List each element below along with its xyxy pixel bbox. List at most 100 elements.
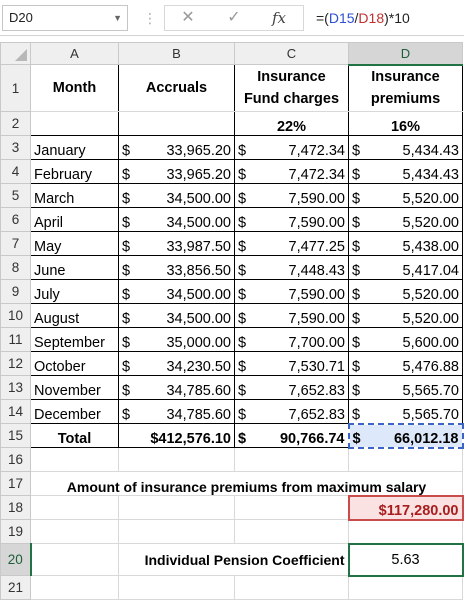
cell-c19[interactable] bbox=[234, 519, 349, 544]
fund-charges-cell[interactable]: $7,590.00 bbox=[234, 207, 349, 232]
cancel-icon[interactable]: ✕ bbox=[181, 9, 195, 26]
row-header[interactable]: 5 bbox=[0, 183, 31, 208]
fund-charges-cell[interactable]: $7,472.34 bbox=[234, 159, 349, 184]
month-cell[interactable]: September bbox=[30, 327, 119, 352]
max-salary-label[interactable]: Amount of insurance premiums from maximu… bbox=[30, 471, 463, 496]
cell-a18[interactable] bbox=[30, 495, 119, 520]
cell-b21[interactable] bbox=[118, 575, 235, 600]
fund-charges-cell[interactable]: $7,590.00 bbox=[234, 279, 349, 304]
premium-rate-cell[interactable]: 16% bbox=[348, 111, 463, 136]
premium-cell[interactable]: $5,434.43 bbox=[348, 159, 463, 184]
enter-check-icon[interactable]: ✓ bbox=[227, 9, 241, 26]
cell-b19[interactable] bbox=[118, 519, 235, 544]
formula-input[interactable]: =(D15/D18)*10 bbox=[308, 5, 464, 31]
month-cell[interactable]: January bbox=[30, 135, 119, 160]
accruals-cell[interactable]: $33,856.50 bbox=[118, 255, 235, 280]
month-cell[interactable]: October bbox=[30, 351, 119, 376]
premium-cell[interactable]: $5,476.88 bbox=[348, 351, 463, 376]
premium-cell[interactable]: $5,520.00 bbox=[348, 303, 463, 328]
total-accruals[interactable]: $412,576.10 bbox=[118, 423, 235, 448]
row-header[interactable]: 6 bbox=[0, 207, 31, 232]
total-label[interactable]: Total bbox=[30, 423, 119, 448]
cell-c16[interactable] bbox=[234, 447, 349, 472]
accruals-cell[interactable]: $34,230.50 bbox=[118, 351, 235, 376]
accruals-cell[interactable]: $34,500.00 bbox=[118, 279, 235, 304]
row-header[interactable]: 1 bbox=[0, 64, 31, 112]
cell-d19[interactable] bbox=[348, 519, 463, 544]
accruals-cell[interactable]: $34,500.00 bbox=[118, 207, 235, 232]
select-all-corner[interactable] bbox=[0, 42, 31, 65]
row-header[interactable]: 9 bbox=[0, 279, 31, 304]
accruals-cell[interactable]: $33,987.50 bbox=[118, 231, 235, 256]
row-header[interactable]: 2 bbox=[0, 111, 31, 136]
fund-charges-cell[interactable]: $7,472.34 bbox=[234, 135, 349, 160]
name-box[interactable]: D20 ▼ bbox=[2, 5, 128, 31]
accruals-cell[interactable]: $33,965.20 bbox=[118, 159, 235, 184]
row-header[interactable]: 21 bbox=[0, 575, 31, 600]
row-header[interactable]: 17 bbox=[0, 471, 31, 496]
month-header[interactable]: Month bbox=[30, 64, 119, 112]
fund-charges-header[interactable]: Insurance Fund charges bbox=[234, 64, 349, 112]
drag-handle-icon[interactable]: ⋮ bbox=[143, 10, 157, 26]
premium-cell[interactable]: $5,565.70 bbox=[348, 399, 463, 424]
fund-charges-cell[interactable]: $7,652.83 bbox=[234, 375, 349, 400]
row-header[interactable]: 7 bbox=[0, 231, 31, 256]
max-salary-value-d18[interactable]: $117,280.00 bbox=[347, 494, 464, 521]
accruals-cell[interactable]: $35,000.00 bbox=[118, 327, 235, 352]
chevron-down-icon[interactable]: ▼ bbox=[113, 13, 122, 23]
premiums-header[interactable]: Insurance premiums bbox=[348, 64, 463, 112]
month-cell[interactable]: July bbox=[30, 279, 119, 304]
cell-a16[interactable] bbox=[30, 447, 119, 472]
month-cell[interactable]: February bbox=[30, 159, 119, 184]
premium-cell[interactable]: $5,520.00 bbox=[348, 183, 463, 208]
accruals-cell[interactable]: $34,500.00 bbox=[118, 303, 235, 328]
cell-a20[interactable] bbox=[30, 543, 119, 576]
cell-d21[interactable] bbox=[348, 575, 463, 600]
fund-charges-cell[interactable]: $7,590.00 bbox=[234, 183, 349, 208]
cell-a19[interactable] bbox=[30, 519, 119, 544]
total-fund-charges[interactable]: $90,766.74 bbox=[234, 423, 349, 448]
column-header-b[interactable]: B bbox=[118, 42, 235, 65]
row-header[interactable]: 20 bbox=[0, 543, 32, 576]
ipc-label[interactable]: Individual Pension Coefficient bbox=[118, 543, 349, 576]
month-cell[interactable]: June bbox=[30, 255, 119, 280]
premium-cell[interactable]: $5,520.00 bbox=[348, 207, 463, 232]
column-header-a[interactable]: A bbox=[30, 42, 119, 65]
month-cell[interactable]: May bbox=[30, 231, 119, 256]
month-cell[interactable]: December bbox=[30, 399, 119, 424]
premium-cell[interactable]: $5,438.00 bbox=[348, 231, 463, 256]
fund-charges-cell[interactable]: $7,700.00 bbox=[234, 327, 349, 352]
cell-b2[interactable] bbox=[118, 111, 235, 136]
row-header[interactable]: 13 bbox=[0, 375, 31, 400]
fund-charges-cell[interactable]: $7,530.71 bbox=[234, 351, 349, 376]
premium-cell[interactable]: $5,600.00 bbox=[348, 327, 463, 352]
total-premiums-cell-d15[interactable]: $66,012.18 bbox=[347, 422, 464, 449]
premium-cell[interactable]: $5,417.04 bbox=[348, 255, 463, 280]
month-cell[interactable]: April bbox=[30, 207, 119, 232]
premium-cell[interactable]: $5,434.43 bbox=[348, 135, 463, 160]
month-cell[interactable]: August bbox=[30, 303, 119, 328]
cell-c18[interactable] bbox=[234, 495, 349, 520]
cell-b16[interactable] bbox=[118, 447, 235, 472]
column-header-d[interactable]: D bbox=[348, 42, 463, 66]
row-header[interactable]: 16 bbox=[0, 447, 31, 472]
fund-charges-cell[interactable]: $7,652.83 bbox=[234, 399, 349, 424]
fund-charges-cell[interactable]: $7,590.00 bbox=[234, 303, 349, 328]
accruals-cell[interactable]: $33,965.20 bbox=[118, 135, 235, 160]
month-cell[interactable]: March bbox=[30, 183, 119, 208]
accruals-cell[interactable]: $34,785.60 bbox=[118, 375, 235, 400]
row-header[interactable]: 12 bbox=[0, 351, 31, 376]
insert-function-icon[interactable]: fx bbox=[271, 9, 286, 27]
premium-cell[interactable]: $5,520.00 bbox=[348, 279, 463, 304]
row-header[interactable]: 19 bbox=[0, 519, 31, 544]
row-header[interactable]: 11 bbox=[0, 327, 31, 352]
premium-cell[interactable]: $5,565.70 bbox=[348, 375, 463, 400]
row-header[interactable]: 18 bbox=[0, 495, 31, 520]
row-header[interactable]: 10 bbox=[0, 303, 31, 328]
accruals-cell[interactable]: $34,785.60 bbox=[118, 399, 235, 424]
row-header[interactable]: 14 bbox=[0, 399, 31, 424]
fund-charges-cell[interactable]: $7,477.25 bbox=[234, 231, 349, 256]
cell-a21[interactable] bbox=[30, 575, 119, 600]
fund-rate-cell[interactable]: 22% bbox=[234, 111, 349, 136]
ipc-value-d20[interactable]: 5.63 bbox=[347, 542, 464, 577]
